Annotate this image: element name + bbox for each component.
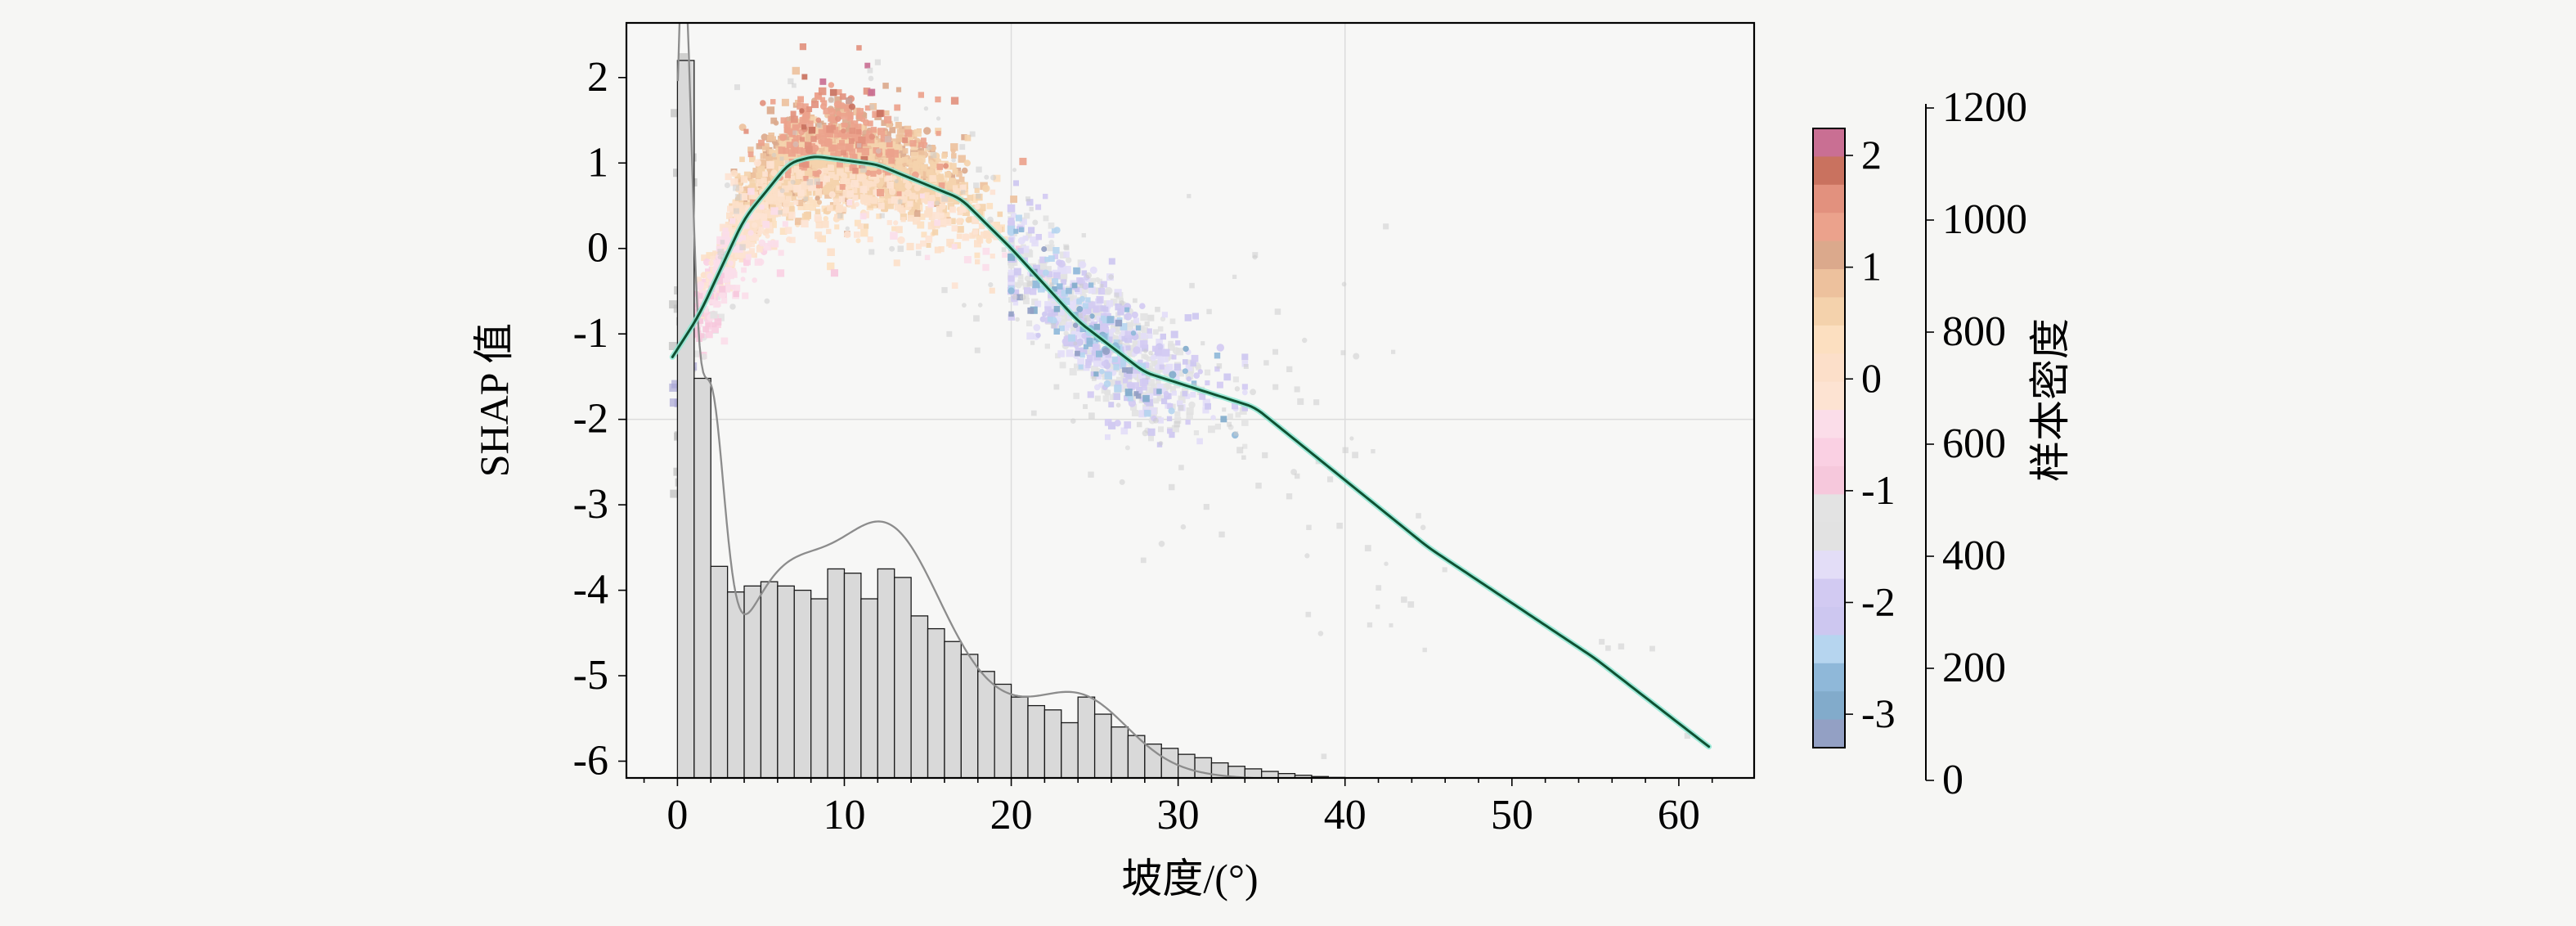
svg-text:1: 1 [1861, 244, 1882, 290]
svg-text:2: 2 [1861, 132, 1882, 178]
svg-text:600: 600 [1942, 420, 2006, 467]
svg-text:60: 60 [1658, 792, 1700, 838]
svg-text:0: 0 [1942, 757, 1963, 803]
svg-text:10: 10 [823, 792, 865, 838]
svg-text:-3: -3 [1861, 690, 1896, 736]
svg-text:0: 0 [1861, 355, 1882, 401]
svg-text:1: 1 [587, 139, 608, 186]
svg-text:-6: -6 [573, 738, 608, 784]
svg-text:400: 400 [1942, 533, 2006, 579]
svg-text:-1: -1 [573, 310, 608, 357]
svg-text:1200: 1200 [1942, 84, 2027, 131]
svg-text:-3: -3 [573, 481, 608, 528]
svg-text:2: 2 [587, 54, 608, 101]
svg-text:-2: -2 [573, 396, 608, 443]
svg-text:-1: -1 [1861, 467, 1896, 513]
svg-text:30: 30 [1157, 792, 1200, 838]
svg-text:-2: -2 [1861, 578, 1896, 624]
svg-text:SHAP 值: SHAP 值 [471, 323, 517, 477]
svg-text:40: 40 [1324, 792, 1367, 838]
svg-text:20: 20 [990, 792, 1033, 838]
svg-text:200: 200 [1942, 645, 2006, 691]
svg-text:样本密度: 样本密度 [2027, 318, 2073, 482]
svg-text:-5: -5 [573, 652, 608, 699]
svg-text:0: 0 [587, 225, 608, 272]
svg-text:800: 800 [1942, 308, 2006, 355]
svg-text:1000: 1000 [1942, 196, 2027, 243]
svg-text:坡度/(°): 坡度/(°) [1121, 856, 1258, 901]
svg-text:-4: -4 [573, 567, 608, 614]
svg-text:50: 50 [1491, 792, 1533, 838]
svg-text:0: 0 [666, 792, 688, 838]
